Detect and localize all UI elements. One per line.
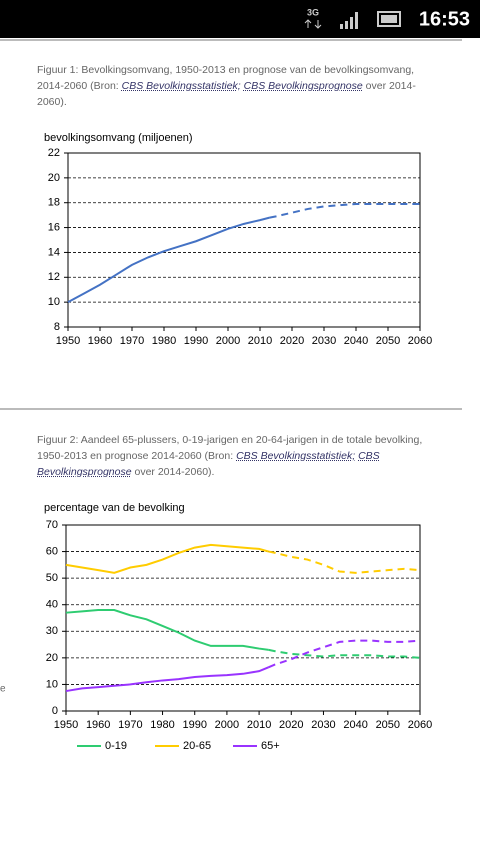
source-link[interactable]: CBS Bevolkingsprognose bbox=[37, 450, 380, 478]
status-bar bbox=[0, 0, 480, 38]
x-tick-label: 1990 bbox=[184, 335, 208, 347]
x-tick-label: 2060 bbox=[408, 719, 432, 731]
y-tick-label: 22 bbox=[48, 147, 60, 159]
y-tick-label: 10 bbox=[46, 678, 58, 690]
x-tick-label: 1990 bbox=[182, 719, 206, 731]
y-tick-label: 30 bbox=[46, 625, 58, 637]
line-forecast bbox=[268, 639, 421, 669]
legend-label: 20-65 bbox=[183, 740, 211, 752]
y-tick-label: 8 bbox=[54, 321, 60, 333]
x-tick-label: 2040 bbox=[344, 335, 368, 347]
battery-level bbox=[381, 15, 397, 23]
plot-frame bbox=[67, 152, 421, 328]
y-tick-label: 12 bbox=[48, 271, 60, 283]
x-tick-label: 2000 bbox=[216, 335, 240, 347]
x-tick-label: 2030 bbox=[311, 719, 335, 731]
line-forecast bbox=[268, 550, 421, 574]
x-tick-label: 1970 bbox=[120, 335, 144, 347]
y-tick-label: 40 bbox=[46, 599, 58, 611]
plot-frame bbox=[65, 524, 421, 712]
line-observed bbox=[65, 609, 269, 651]
caption-text: Figuur 1: Bevolkingsomvang, 1950-2013 en… bbox=[37, 64, 415, 92]
battery-icon bbox=[377, 11, 401, 27]
y-axis-label: bevolkingsomvang (miljoenen) bbox=[44, 132, 193, 144]
y-tick-label: 70 bbox=[46, 519, 58, 531]
network: 3G bbox=[307, 7, 319, 17]
x-tick-label: 2010 bbox=[247, 719, 271, 731]
legend-label: 0-19 bbox=[105, 740, 127, 752]
x-tick-label: 2040 bbox=[343, 719, 367, 731]
x-tick-label: 1980 bbox=[150, 719, 174, 731]
source-link[interactable]: CBS Bevolkingsprognose bbox=[243, 80, 363, 92]
y-tick-label: 60 bbox=[46, 545, 58, 557]
y-tick-label: 50 bbox=[46, 572, 58, 584]
x-tick-label: 1950 bbox=[54, 719, 78, 731]
source-link[interactable]: CBS Bevolkingsstatistiek; bbox=[236, 450, 356, 462]
x-tick-label: 2020 bbox=[279, 719, 303, 731]
signal-icon bbox=[340, 12, 358, 29]
x-tick-label: 2050 bbox=[376, 335, 400, 347]
edge-text: e bbox=[0, 684, 6, 695]
source-link[interactable]: CBS Bevolkingsstatistiek; bbox=[121, 80, 241, 92]
x-tick-label: 1960 bbox=[86, 719, 110, 731]
y-tick-label: 20 bbox=[48, 172, 60, 184]
x-tick-label: 2050 bbox=[376, 719, 400, 731]
x-tick-label: 2010 bbox=[248, 335, 272, 347]
clock: 16:53 bbox=[419, 8, 470, 30]
x-tick-label: 1950 bbox=[56, 335, 80, 347]
x-tick-label: 1980 bbox=[152, 335, 176, 347]
y-tick-label: 14 bbox=[48, 246, 60, 258]
line-forecast bbox=[268, 648, 421, 659]
x-tick-label: 1960 bbox=[88, 335, 112, 347]
y-tick-label: 16 bbox=[48, 221, 60, 233]
caption-text: over 2014-2060). bbox=[131, 466, 215, 478]
y-tick-label: 10 bbox=[48, 296, 60, 308]
figure-caption: Figuur 2: Aandeel 65-plussers, 0-19-jari… bbox=[37, 432, 427, 480]
x-tick-label: 2000 bbox=[215, 719, 239, 731]
x-tick-label: 1970 bbox=[118, 719, 142, 731]
y-tick-label: 20 bbox=[46, 652, 58, 664]
caption-text: Figuur 2: Aandeel 65-plussers, 0-19-jari… bbox=[37, 434, 423, 462]
x-tick-label: 2060 bbox=[408, 335, 432, 347]
y-axis-label: percentage van de bevolking bbox=[44, 502, 185, 514]
line-observed bbox=[65, 666, 270, 693]
data-icon bbox=[304, 19, 322, 29]
legend-label: 65+ bbox=[261, 740, 280, 752]
line-forecast bbox=[269, 202, 420, 219]
figure-caption: Figuur 1: Bevolkingsomvang, 1950-2013 en… bbox=[37, 62, 427, 110]
y-tick-label: 0 bbox=[52, 705, 58, 717]
y-tick-label: 18 bbox=[48, 197, 60, 209]
line-observed bbox=[67, 216, 270, 304]
x-tick-label: 2030 bbox=[312, 335, 336, 347]
caption-text: over 2014-2060). bbox=[37, 80, 416, 108]
line-observed bbox=[65, 543, 270, 574]
x-tick-label: 2020 bbox=[280, 335, 304, 347]
